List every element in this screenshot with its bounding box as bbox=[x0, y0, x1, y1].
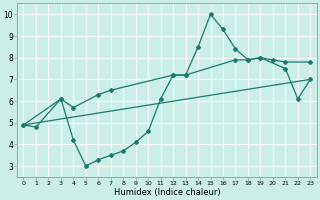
X-axis label: Humidex (Indice chaleur): Humidex (Indice chaleur) bbox=[114, 188, 220, 197]
